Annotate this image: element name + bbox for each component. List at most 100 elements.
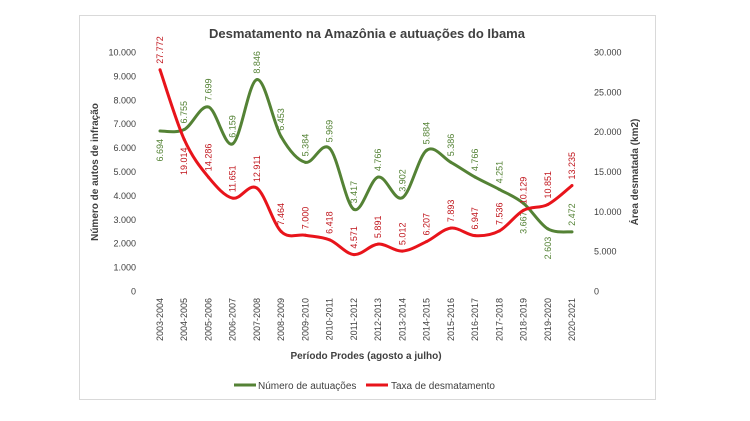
data-point-autuacoes bbox=[570, 230, 574, 234]
chart-title: Desmatamento na Amazônia e autuações do … bbox=[209, 26, 526, 41]
data-point-desmatamento bbox=[570, 184, 574, 188]
data-label-autuacoes: 6.159 bbox=[228, 115, 238, 138]
data-label-desmatamento: 4.571 bbox=[349, 226, 359, 249]
data-label-desmatamento: 10.129 bbox=[519, 177, 529, 205]
x-tick-label: 2020-2021 bbox=[567, 298, 577, 341]
data-label-desmatamento: 6.207 bbox=[422, 213, 432, 236]
data-point-autuacoes bbox=[449, 160, 453, 164]
data-point-autuacoes bbox=[303, 160, 307, 164]
data-label-autuacoes: 6.453 bbox=[276, 108, 286, 131]
data-label-autuacoes: 7.699 bbox=[203, 78, 213, 101]
y-right-tick-label: 0 bbox=[594, 287, 599, 297]
data-point-autuacoes bbox=[546, 227, 550, 231]
x-tick-label: 2017-2018 bbox=[494, 298, 504, 341]
data-point-desmatamento bbox=[328, 238, 332, 242]
data-label-desmatamento: 7.893 bbox=[446, 200, 456, 223]
data-point-autuacoes bbox=[182, 128, 186, 132]
data-label-desmatamento: 6.947 bbox=[470, 207, 480, 230]
x-tick-label: 2006-2007 bbox=[228, 298, 238, 341]
series-line-desmatamento bbox=[158, 69, 573, 257]
data-point-desmatamento bbox=[400, 249, 404, 253]
data-label-desmatamento: 5.891 bbox=[373, 216, 383, 239]
data-label-autuacoes: 6.755 bbox=[179, 101, 189, 124]
data-point-desmatamento bbox=[522, 208, 526, 212]
x-tick-label: 2010-2011 bbox=[325, 298, 335, 340]
y-right-tick-label: 20.000 bbox=[594, 127, 622, 137]
data-label-desmatamento: 27.772 bbox=[155, 36, 165, 64]
data-point-autuacoes bbox=[279, 135, 283, 139]
data-point-autuacoes bbox=[400, 196, 404, 200]
x-tick-label: 2012-2013 bbox=[373, 298, 383, 341]
x-tick-label: 2003-2004 bbox=[155, 298, 165, 341]
data-label-autuacoes: 4.251 bbox=[494, 161, 504, 184]
y-axis-right-title: Área desmatada (km2) bbox=[628, 119, 641, 226]
data-point-desmatamento bbox=[182, 138, 186, 142]
y-left-tick-label: 7.000 bbox=[113, 119, 136, 129]
x-tick-label: 2009-2010 bbox=[300, 298, 310, 341]
legend: Número de autuações Taxa de desmatamento bbox=[234, 381, 495, 392]
data-point-desmatamento bbox=[231, 196, 235, 200]
x-tick-label: 2013-2014 bbox=[397, 298, 407, 341]
data-label-autuacoes: 5.386 bbox=[446, 134, 456, 157]
data-point-desmatamento bbox=[449, 226, 453, 230]
x-axis-title: Período Prodes (agosto a julho) bbox=[290, 351, 441, 362]
data-point-desmatamento bbox=[376, 242, 380, 246]
y-left-tick-label: 8.000 bbox=[113, 95, 136, 105]
data-point-desmatamento bbox=[546, 203, 550, 207]
data-point-autuacoes bbox=[231, 142, 235, 146]
data-label-autuacoes: 3.667 bbox=[519, 211, 529, 234]
data-label-desmatamento: 10.851 bbox=[543, 171, 553, 199]
data-point-desmatamento bbox=[473, 234, 477, 238]
y-left-tick-label: 3.000 bbox=[113, 215, 136, 225]
x-tick-label: 2011-2012 bbox=[349, 298, 359, 340]
data-point-desmatamento bbox=[255, 186, 259, 190]
data-point-desmatamento bbox=[279, 230, 283, 234]
y-left-tick-label: 0 bbox=[131, 287, 136, 297]
data-label-autuacoes: 4.766 bbox=[470, 149, 480, 172]
data-label-autuacoes: 3.902 bbox=[397, 169, 407, 192]
data-point-desmatamento bbox=[206, 175, 210, 179]
data-point-autuacoes bbox=[352, 207, 356, 211]
x-tick-label: 2004-2005 bbox=[179, 298, 189, 341]
y-left-tick-label: 10.000 bbox=[108, 48, 136, 58]
data-label-autuacoes: 5.384 bbox=[300, 134, 310, 157]
data-point-autuacoes bbox=[522, 201, 526, 205]
y-left-tick-label: 6.000 bbox=[113, 143, 136, 153]
data-label-desmatamento: 7.464 bbox=[276, 203, 286, 226]
data-point-desmatamento bbox=[425, 240, 429, 244]
data-point-desmatamento bbox=[158, 68, 162, 72]
y-right-tick-label: 30.000 bbox=[594, 48, 622, 58]
data-label-desmatamento: 14.286 bbox=[203, 144, 213, 172]
y-left-tick-label: 9.000 bbox=[113, 71, 136, 81]
y-axis-left-title: Número de autos de infração bbox=[90, 103, 101, 241]
y-right-tick-label: 15.000 bbox=[594, 167, 622, 177]
y-left-tick-label: 1.000 bbox=[113, 263, 136, 273]
x-tick-label: 2019-2020 bbox=[543, 298, 553, 341]
y-right-tick-label: 10.000 bbox=[594, 207, 622, 217]
x-tick-label: 2014-2015 bbox=[422, 298, 432, 341]
x-tick-label: 2007-2008 bbox=[252, 298, 262, 341]
series-line-autuacoes bbox=[159, 78, 573, 234]
data-point-desmatamento bbox=[352, 253, 356, 257]
data-point-autuacoes bbox=[473, 175, 477, 179]
chart-frame bbox=[79, 15, 656, 400]
data-point-autuacoes bbox=[425, 148, 429, 152]
data-label-autuacoes: 2.603 bbox=[543, 237, 553, 260]
data-point-autuacoes bbox=[376, 175, 380, 179]
data-label-desmatamento: 7.536 bbox=[494, 202, 504, 225]
data-point-autuacoes bbox=[206, 105, 210, 109]
data-label-autuacoes: 2.472 bbox=[567, 203, 577, 226]
data-label-desmatamento: 11.651 bbox=[228, 165, 238, 192]
data-point-desmatamento bbox=[497, 229, 501, 233]
y-left-tick-label: 2.000 bbox=[113, 239, 136, 249]
y-left-tick-label: 5.000 bbox=[113, 167, 136, 177]
legend-label-desmatamento: Taxa de desmatamento bbox=[391, 381, 495, 392]
data-point-autuacoes bbox=[328, 146, 332, 150]
y-right-tick-label: 5.000 bbox=[594, 247, 617, 257]
data-label-desmatamento: 6.418 bbox=[325, 211, 335, 234]
legend-label-autuacoes: Número de autuações bbox=[258, 381, 356, 392]
x-tick-label: 2018-2019 bbox=[519, 298, 529, 341]
data-label-desmatamento: 12.911 bbox=[252, 155, 262, 182]
data-label-autuacoes: 4.766 bbox=[373, 149, 383, 172]
